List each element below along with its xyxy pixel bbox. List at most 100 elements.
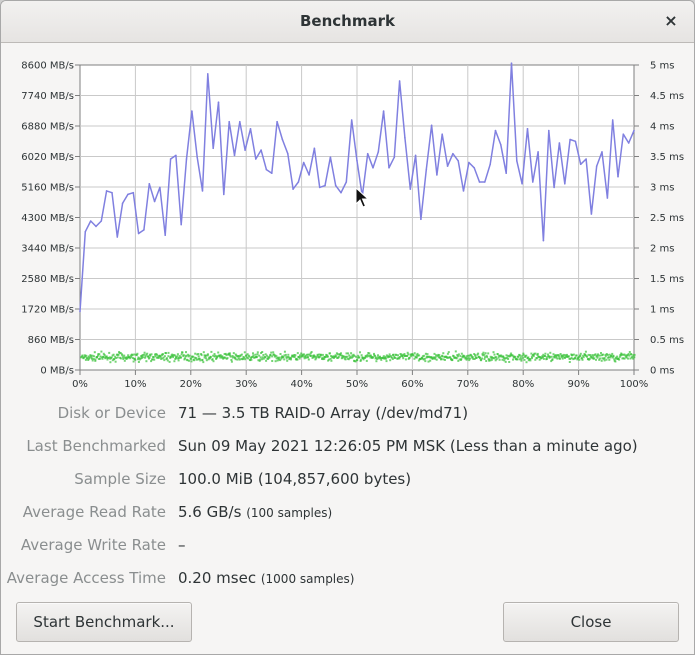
access-time-point: [296, 352, 299, 355]
access-time-point: [458, 358, 461, 361]
read-rate-point: [452, 152, 454, 155]
access-time-point: [83, 354, 86, 357]
access-time-point: [406, 351, 409, 354]
access-time-point: [190, 357, 193, 360]
access-time-point: [102, 352, 105, 355]
benchmark-chart: 0% 10% 20% 30% 40% 50% 60% 70% 80% 90% 100% 0 MB/s 0…: [21, 61, 684, 389]
access-time-point: [339, 354, 342, 357]
read-rate-point: [164, 234, 166, 236]
read-rate-point: [521, 183, 523, 185]
access-time-note: (1000 samples): [260, 572, 355, 586]
access-time-point: [261, 356, 264, 359]
detail-label: Average Write Rate: [20, 536, 166, 554]
access-time-point: [120, 353, 123, 356]
access-time-point: [117, 353, 120, 356]
access-time-point: [331, 356, 334, 359]
access-time-point: [292, 355, 295, 358]
access-time-point: [354, 360, 357, 363]
read-rate-point: [249, 128, 252, 130]
access-time-point: [123, 354, 126, 357]
access-time-point: [234, 357, 236, 359]
access-time-point: [372, 356, 375, 359]
read-rate-point: [446, 165, 449, 167]
close-icon[interactable]: ×: [664, 11, 678, 30]
access-time-point: [589, 354, 592, 356]
access-time-point: [417, 354, 419, 357]
read-rate-point: [159, 186, 161, 189]
access-time-point: [397, 354, 399, 357]
access-time-point: [163, 355, 166, 358]
access-time-point: [588, 357, 591, 360]
access-time-point: [452, 355, 455, 358]
access-time-point: [442, 352, 445, 355]
access-time-point: [254, 353, 257, 356]
access-time-point: [94, 359, 97, 362]
access-time-point: [606, 354, 609, 356]
access-time-point: [156, 353, 158, 356]
read-rate-point: [622, 133, 625, 135]
start-benchmark-button[interactable]: Start Benchmark...: [16, 602, 192, 642]
access-time-point: [367, 355, 370, 358]
detail-label: Average Access Time: [6, 569, 166, 587]
access-time-point: [293, 355, 296, 358]
access-time-point: [199, 359, 202, 362]
access-time-point: [310, 354, 312, 357]
access-time-point: [197, 355, 200, 358]
access-time-point: [627, 357, 630, 360]
access-time-point: [457, 355, 459, 358]
access-time-point: [424, 352, 427, 355]
y-right-tick-label: 2 ms: [650, 244, 675, 255]
access-time-point: [621, 357, 624, 360]
access-time-point: [119, 352, 122, 354]
access-time-point: [231, 356, 234, 359]
read-rate-point: [414, 154, 417, 157]
access-time-point: [232, 352, 235, 355]
read-rate-point: [137, 232, 140, 235]
access-time-point: [505, 354, 508, 357]
close-button[interactable]: Close: [503, 602, 679, 642]
read-rate-point: [191, 110, 193, 112]
access-time-point: [500, 355, 503, 358]
read-rate-point: [127, 193, 129, 196]
access-time-point: [109, 361, 112, 364]
access-time-point: [542, 353, 545, 356]
access-time-point: [187, 353, 190, 356]
access-time-point: [616, 355, 619, 358]
access-time-point: [256, 353, 259, 356]
read-rate-point: [627, 142, 630, 144]
access-time-point: [613, 358, 616, 361]
access-time-point: [196, 353, 199, 356]
access-time-point: [532, 354, 535, 357]
access-time-point: [335, 355, 338, 358]
access-time-point: [590, 356, 593, 358]
read-rate-point: [478, 181, 481, 183]
access-time-point: [195, 358, 198, 361]
access-time-point: [153, 358, 156, 361]
access-time-point: [474, 354, 477, 357]
access-time-point: [242, 357, 245, 360]
access-time-point: [105, 356, 108, 359]
access-time-point: [520, 359, 523, 362]
access-time-point: [229, 354, 232, 357]
access-time-point: [608, 353, 611, 356]
access-time-point: [175, 357, 178, 360]
access-time-point: [275, 355, 278, 358]
access-time-point: [276, 359, 279, 362]
access-time-point: [94, 358, 97, 361]
access-time-point: [484, 352, 487, 355]
access-time-point: [502, 357, 505, 360]
access-time-point: [334, 355, 336, 358]
read-rate-point: [579, 163, 582, 166]
access-time-point: [609, 356, 612, 359]
access-time-point: [351, 354, 354, 357]
access-time-point: [482, 351, 485, 354]
access-time-point: [507, 354, 510, 357]
access-time-point: [308, 353, 311, 356]
read-rate-point: [265, 168, 268, 171]
access-time-point: [572, 353, 575, 356]
access-time-point: [574, 356, 577, 359]
access-time-point: [223, 353, 226, 355]
access-time-point: [282, 356, 285, 359]
access-time-point: [279, 359, 282, 362]
